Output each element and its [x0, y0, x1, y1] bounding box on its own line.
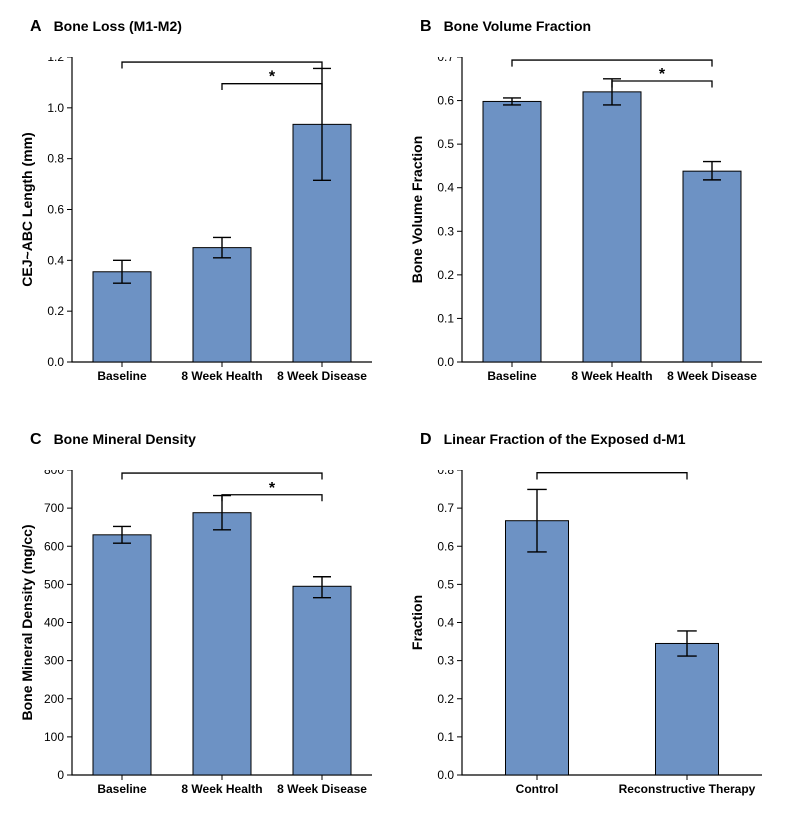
y-tick-label: 0.4: [437, 616, 454, 630]
y-tick-label: 0.0: [437, 768, 454, 782]
bar: [506, 521, 569, 775]
panel-title-text: Linear Fraction of the Exposed d-M1: [444, 431, 686, 447]
y-tick-label: 0.3: [437, 654, 454, 668]
x-category-label: Reconstructive Therapy: [619, 782, 756, 796]
y-tick-label: 0.7: [437, 501, 454, 515]
panel-title: D Linear Fraction of the Exposed d-M1: [420, 431, 685, 449]
y-tick-label: 0.2: [437, 692, 454, 706]
chart-svg: 0.0 0.1 0.2 0.3 0.4 0.5 0.6 0.7 0.8 Fraction Contr…: [410, 470, 768, 811]
y-axis-label: Fraction: [410, 595, 425, 650]
panel-letter: D: [420, 431, 432, 448]
x-category-label: Control: [516, 782, 559, 796]
bar: [656, 643, 719, 775]
panel-d: DLinear Fraction of the Exposed d-M10.00…: [0, 0, 800, 827]
y-tick-label: 0.6: [437, 539, 454, 553]
y-tick-label: 0.1: [437, 730, 454, 744]
figure: ABone Loss (M1-M2)0.00.20.40.60.81.01.2C…: [0, 0, 800, 827]
y-tick-label: 0.8: [437, 470, 454, 477]
significance-star: *: [609, 470, 616, 475]
y-tick-label: 0.5: [437, 577, 454, 591]
